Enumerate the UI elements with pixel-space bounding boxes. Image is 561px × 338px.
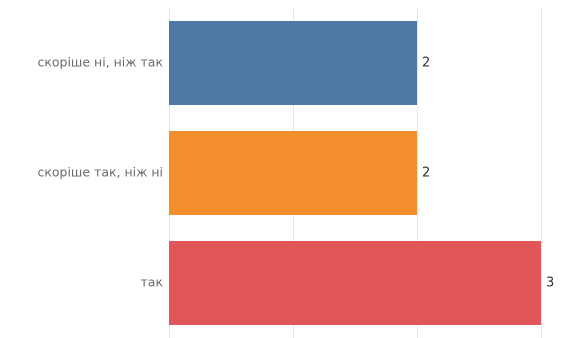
bar xyxy=(169,131,417,215)
bar xyxy=(169,241,541,325)
data-label: 2 xyxy=(422,56,430,71)
category-label: так xyxy=(141,275,164,290)
category-label: скоріше так, ніж ні xyxy=(37,165,163,180)
bar xyxy=(169,21,417,105)
bar-layer xyxy=(169,21,541,325)
data-label: 2 xyxy=(422,166,430,181)
label-layer: скоріше ні, ніж так 2 скоріше так, ніж ні 2… xyxy=(37,55,554,291)
category-label: скоріше ні, ніж так xyxy=(37,55,163,70)
data-label: 3 xyxy=(546,276,554,291)
